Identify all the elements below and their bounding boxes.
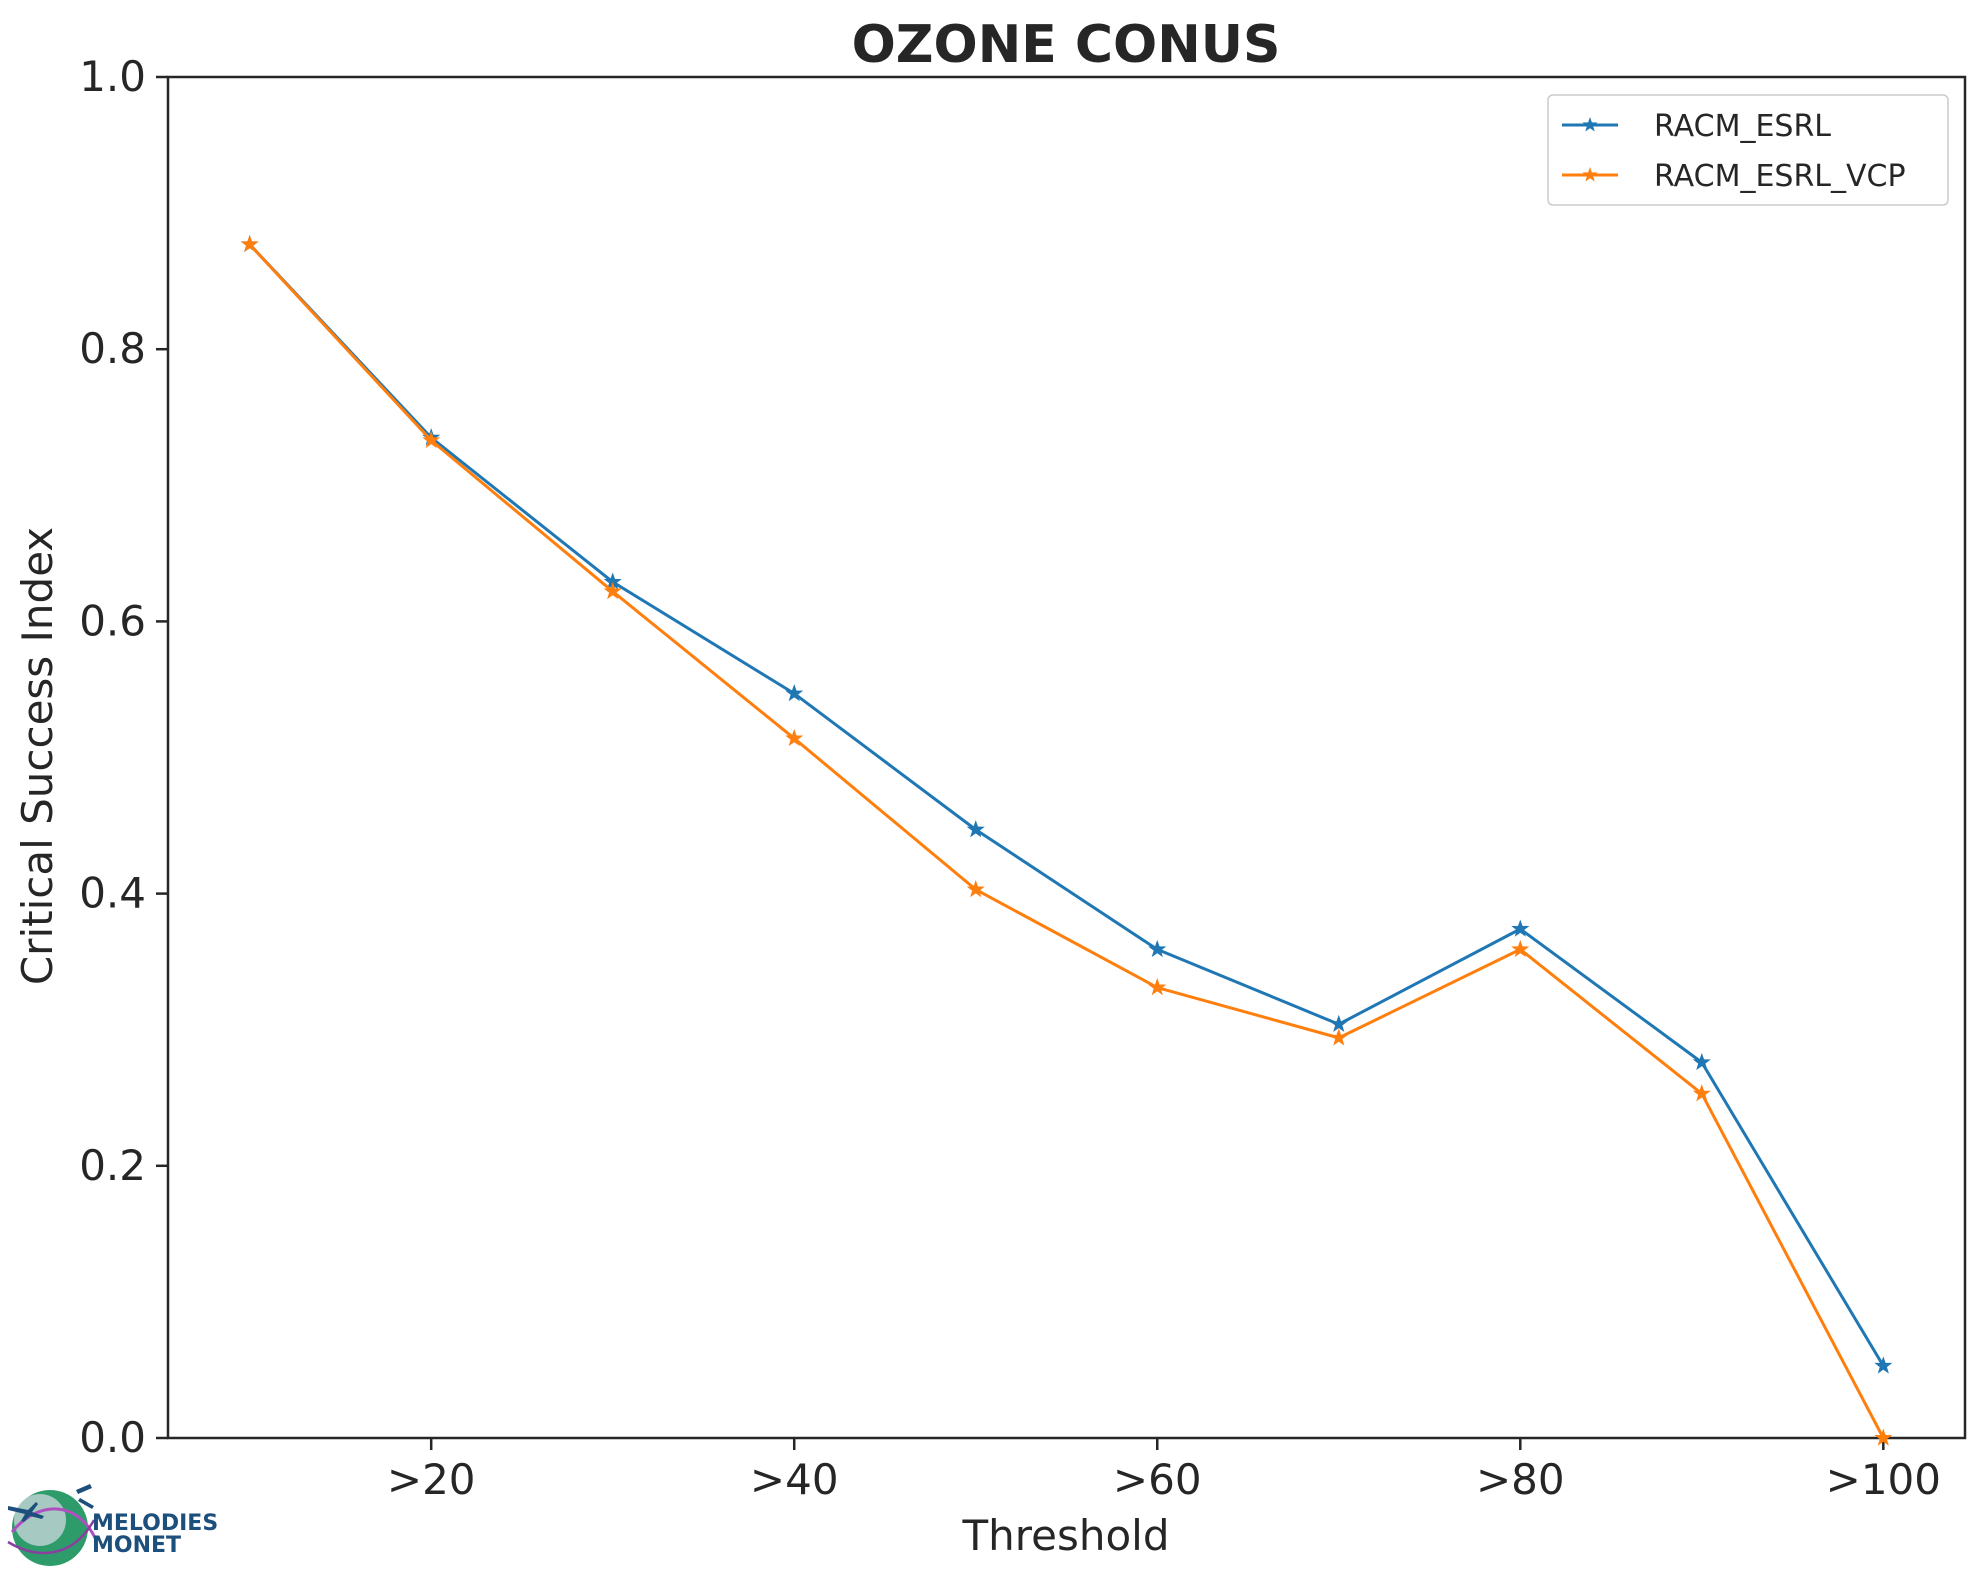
melodies-monet-logo: MELODIES MONET <box>7 1484 218 1566</box>
airplane-icon <box>8 1502 44 1522</box>
data-point <box>603 581 622 600</box>
legend-entry: RACM_ESRL_VCP <box>1562 159 1906 194</box>
y-axis: 0.0 0.2 0.4 0.6 0.8 1.0 <box>79 52 168 1462</box>
legend-label: RACM_ESRL <box>1654 109 1831 144</box>
series-line <box>248 243 1885 1367</box>
legend-box <box>1547 94 1949 206</box>
data-point <box>966 820 985 838</box>
x-tick-label: >80 <box>1476 1455 1565 1504</box>
data-point <box>1874 1356 1893 1374</box>
y-tick-label: 0.2 <box>79 1141 146 1190</box>
y-tick-label: 0.8 <box>79 324 146 373</box>
data-point <box>1874 1428 1893 1446</box>
y-axis-label: Critical Success Index <box>13 527 62 985</box>
series-layer <box>240 234 1893 1446</box>
plot-area <box>166 75 1967 1440</box>
series-racm-esrl-vcp <box>240 234 1893 1446</box>
y-tick-label: 1.0 <box>79 52 146 101</box>
data-point <box>785 728 804 747</box>
chart-title: OZONE CONUS <box>852 15 1281 75</box>
x-tick-label: >60 <box>1113 1455 1202 1504</box>
data-point <box>1148 939 1167 958</box>
data-point <box>1329 1028 1348 1046</box>
x-tick-label: >20 <box>387 1455 476 1504</box>
data-point <box>1692 1052 1711 1071</box>
series-line <box>248 243 1885 1439</box>
data-point <box>240 234 259 253</box>
data-point <box>785 684 804 702</box>
x-tick-label: >100 <box>1826 1455 1941 1504</box>
plot-frame <box>166 75 1967 1440</box>
x-axis-label: Threshold <box>962 1511 1170 1560</box>
x-axis: >20 >40 >60 >80 >100 <box>387 1438 1941 1504</box>
data-point <box>1511 939 1530 958</box>
logo-line-2: MONET <box>92 1533 181 1558</box>
legend-marker <box>1582 167 1598 182</box>
series-racm-esrl <box>240 234 1893 1374</box>
data-point <box>1148 977 1167 996</box>
x-tick-label: >40 <box>750 1455 839 1504</box>
legend-marker <box>1582 117 1598 132</box>
data-point <box>422 430 441 449</box>
y-tick-label: 0.0 <box>79 1413 146 1462</box>
legend-label: RACM_ESRL_VCP <box>1654 159 1906 194</box>
data-point <box>1329 1014 1348 1032</box>
y-tick-label: 0.4 <box>79 869 146 918</box>
logo-line-1: MELODIES <box>92 1511 218 1536</box>
legend: RACM_ESRL RACM_ESRL_VCP <box>1547 94 1949 206</box>
data-point <box>1511 919 1530 937</box>
data-point <box>966 879 985 898</box>
legend-entry: RACM_ESRL <box>1562 109 1831 144</box>
data-point <box>1692 1084 1711 1102</box>
y-tick-label: 0.6 <box>79 596 146 645</box>
satellite-icon <box>76 1484 94 1509</box>
